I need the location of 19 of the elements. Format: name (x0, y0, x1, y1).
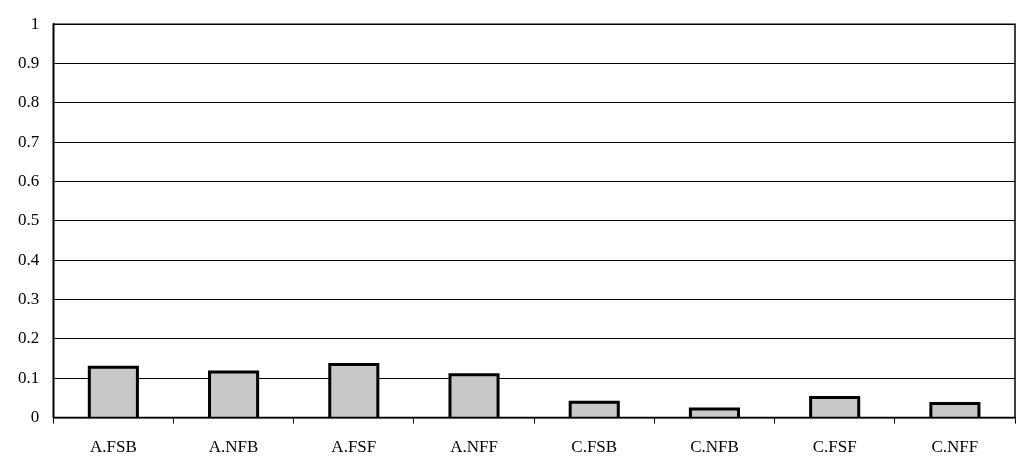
y-tick-label: 0.8 (18, 92, 40, 112)
y-tick-label: 0.3 (18, 289, 40, 309)
y-tick-label: 0.2 (18, 328, 40, 348)
x-tick-label: C.NFF (931, 437, 979, 457)
x-tick-label: C.NFB (690, 437, 739, 457)
y-tick-label: 0.5 (18, 210, 40, 230)
y-tick-label: 0.6 (18, 171, 40, 191)
x-tick-label: A.FSF (331, 437, 377, 457)
x-tick-label: C.FSB (571, 437, 618, 457)
x-tick-label: A.FSB (89, 437, 137, 457)
x-tick-label: C.FSF (812, 437, 857, 457)
y-tick-label: 0.1 (18, 367, 40, 387)
y-tick-label: 0.7 (18, 131, 40, 151)
y-tick-label: 0.4 (18, 249, 40, 269)
x-tick-label: A.NFB (208, 437, 259, 457)
x-tick-label: A.NFF (450, 437, 498, 457)
y-tick-label: 0.9 (18, 53, 40, 73)
y-tick-label: 0 (30, 407, 40, 427)
y-tick-label: 1 (30, 13, 40, 33)
